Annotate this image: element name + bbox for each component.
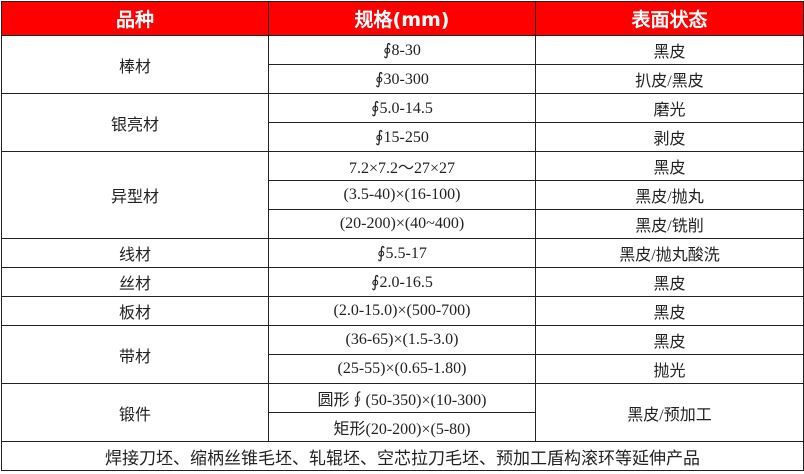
surface-cell: 黑皮/抛丸酸洗 bbox=[535, 238, 804, 268]
variety-cell: 锻件 bbox=[1, 383, 269, 442]
surface-cell: 黑皮/预加工 bbox=[535, 383, 804, 442]
spec-cell: ∮2.0-16.5 bbox=[268, 267, 536, 297]
variety-cell: 棒材 bbox=[1, 35, 269, 94]
footer-note: 焊接刀坯、缩柄丝锥毛坯、轧辊坯、空芯拉刀毛坯、预加工盾构滚环等延伸产品 bbox=[1, 441, 804, 471]
surface-cell: 扒皮/黑皮 bbox=[535, 64, 804, 94]
table-row: 异型材 7.2×7.2～27×27 黑皮 bbox=[1, 151, 804, 239]
header-row: 品种 规格(mm) 表面状态 bbox=[1, 1, 804, 36]
table-row: 矩形(20-200)×(5-80) bbox=[2, 412, 804, 442]
spec-cell: (3.5-40)×(16-100) bbox=[268, 180, 536, 210]
header-spec: 规格(mm) bbox=[268, 1, 536, 36]
variety-cell: 板材 bbox=[1, 296, 269, 326]
variety-cell: 异型材 bbox=[1, 151, 269, 239]
surface-cell: 黑皮 bbox=[535, 35, 804, 65]
spec-cell: (36-65)×(1.5-3.0) bbox=[268, 325, 536, 355]
table-row: 板材 (2.0-15.0)×(500-700) 黑皮 bbox=[1, 296, 804, 326]
table-row: 银亮材 ∮5.0-14.5 磨光 bbox=[1, 93, 804, 152]
spec-cell: (2.0-15.0)×(500-700) bbox=[268, 296, 536, 326]
table-row: 线材 ∮5.5-17 黑皮/抛丸酸洗 bbox=[1, 238, 804, 268]
surface-cell: 黑皮/铣削 bbox=[535, 209, 804, 239]
spec-cell: ∮15-250 bbox=[268, 122, 536, 152]
spec-cell: 7.2×7.2～27×27 bbox=[268, 151, 536, 181]
footer-row: 焊接刀坯、缩柄丝锥毛坯、轧辊坯、空芯拉刀毛坯、预加工盾构滚环等延伸产品 bbox=[1, 441, 804, 471]
table-row: 棒材 ∮8-30 黑皮 bbox=[1, 35, 804, 94]
variety-cell: 银亮材 bbox=[1, 93, 269, 152]
spec-cell: (25-55)×(0.65-1.80) bbox=[268, 354, 536, 384]
variety-cell: 线材 bbox=[1, 238, 269, 268]
header-variety: 品种 bbox=[1, 1, 269, 36]
table-row: (3.5-40)×(16-100) 黑皮/抛丸 bbox=[2, 180, 804, 210]
variety-cell: 丝材 bbox=[1, 267, 269, 297]
surface-cell: 黑皮 bbox=[535, 151, 804, 181]
table-row: (25-55)×(0.65-1.80) 抛光 bbox=[2, 354, 804, 384]
table-row: (20-200)×(40~400) 黑皮/铣削 bbox=[2, 209, 804, 239]
surface-cell: 黑皮 bbox=[535, 325, 804, 355]
spec-cell: ∮8-30 bbox=[268, 35, 536, 65]
table-row: 带材 (36-65)×(1.5-3.0) 黑皮 bbox=[1, 325, 804, 384]
table-row: 锻件 圆形∮(50-350)×(10-300) 黑皮/预加工 bbox=[1, 383, 804, 442]
table-row: ∮30-300 扒皮/黑皮 bbox=[2, 64, 804, 94]
surface-cell: 磨光 bbox=[535, 93, 804, 123]
header-surface: 表面状态 bbox=[535, 1, 804, 36]
surface-cell: 抛光 bbox=[535, 354, 804, 384]
surface-cell: 黑皮/抛丸 bbox=[535, 180, 804, 210]
surface-cell: 剥皮 bbox=[535, 122, 804, 152]
surface-cell: 黑皮 bbox=[535, 267, 804, 297]
spec-cell: 矩形(20-200)×(5-80) bbox=[268, 412, 536, 442]
variety-cell: 带材 bbox=[1, 325, 269, 384]
surface-cell: 黑皮 bbox=[535, 296, 804, 326]
table-row: 丝材 ∮2.0-16.5 黑皮 bbox=[1, 267, 804, 297]
spec-cell: 圆形∮(50-350)×(10-300) bbox=[268, 383, 536, 413]
spec-cell: ∮30-300 bbox=[268, 64, 536, 94]
spec-cell: ∮5.0-14.5 bbox=[268, 93, 536, 123]
spec-cell: (20-200)×(40~400) bbox=[268, 209, 536, 239]
spec-cell: ∮5.5-17 bbox=[268, 238, 536, 268]
table-row: ∮15-250 剥皮 bbox=[2, 122, 804, 152]
